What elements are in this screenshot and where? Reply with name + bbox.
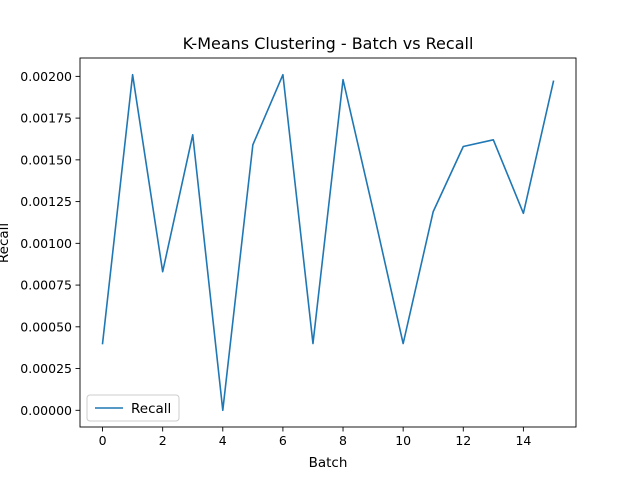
x-axis-title: Batch <box>309 455 348 471</box>
data-point <box>553 81 555 83</box>
y-tick-label: 0.00050 <box>20 319 72 334</box>
data-point <box>462 146 464 148</box>
y-axis-title: Recall <box>0 223 12 263</box>
data-point <box>493 139 495 141</box>
data-point <box>402 343 404 345</box>
data-point <box>102 343 104 345</box>
data-point <box>162 271 164 273</box>
data-point <box>192 134 194 136</box>
plot-area: 0 2 4 6 8 10 12 14 0.00000 0.00025 0.00050 0.00075 0… <box>20 57 577 448</box>
chart-title: K-Means Clustering - Batch vs Recall <box>183 34 474 53</box>
x-tick-label: 10 <box>395 433 411 448</box>
plot-frame <box>79 57 577 428</box>
y-tick-label: 0.00200 <box>20 69 72 84</box>
legend: Recall <box>86 394 180 422</box>
legend-label: Recall <box>131 401 171 417</box>
y-tick-label: 0.00000 <box>20 403 72 418</box>
data-point <box>372 209 374 211</box>
data-point <box>282 74 284 76</box>
x-tick-label: 4 <box>219 433 227 448</box>
series-line-0 <box>101 73 555 412</box>
data-point <box>523 212 525 214</box>
data-point <box>312 343 314 345</box>
y-tick-label: 0.00150 <box>20 152 72 167</box>
x-tick-label: 8 <box>339 433 347 448</box>
y-tick-label: 0.00100 <box>20 236 72 251</box>
legend-box <box>86 394 180 422</box>
x-tick-label: 2 <box>159 433 167 448</box>
data-point <box>222 410 224 412</box>
x-tick-label: 0 <box>99 433 107 448</box>
data-point <box>342 79 344 81</box>
x-tick-label: 14 <box>515 433 531 448</box>
data-point <box>252 144 254 146</box>
data-point <box>432 211 434 213</box>
x-tick-label: 6 <box>279 433 287 448</box>
data-point <box>132 74 134 76</box>
y-tick-label: 0.00125 <box>20 194 72 209</box>
y-tick-label: 0.00075 <box>20 278 72 293</box>
y-tick-label: 0.00025 <box>20 361 72 376</box>
x-tick-label: 12 <box>455 433 471 448</box>
y-tick-label: 0.00175 <box>20 111 72 126</box>
